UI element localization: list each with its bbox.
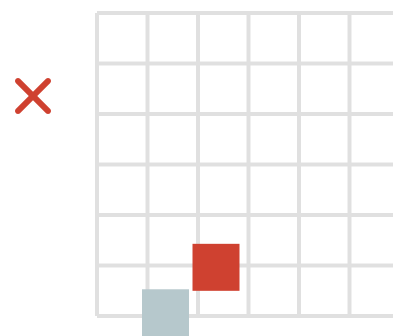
close-button[interactable]	[13, 76, 53, 116]
grid-lines	[95, 11, 393, 318]
red-block[interactable]	[192, 243, 240, 291]
blocks-layer	[142, 243, 240, 336]
close-x-icon	[15, 78, 51, 114]
gray-block[interactable]	[142, 289, 189, 336]
